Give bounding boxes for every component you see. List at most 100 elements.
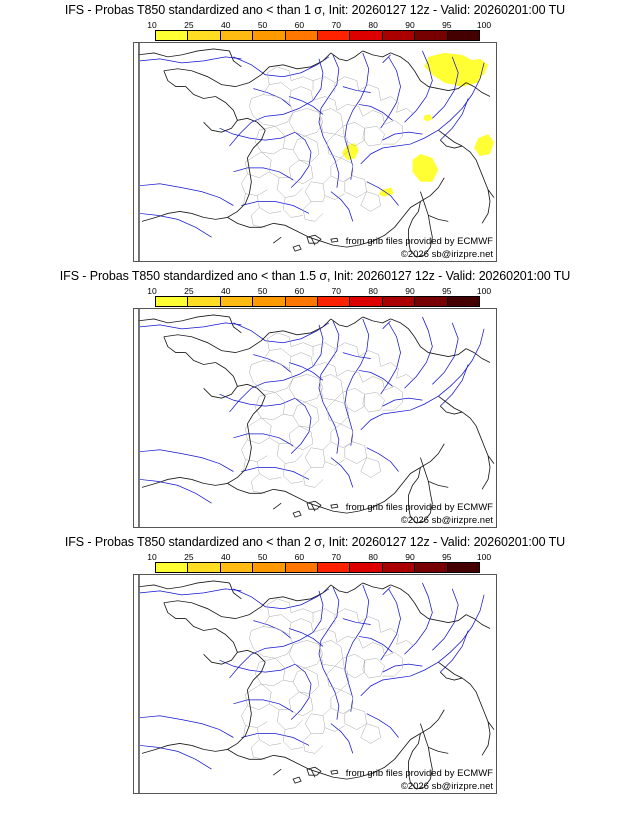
colorbar-segment [415, 31, 448, 40]
colorbar-ticks: 10 25 40 50 60 70 80 90 95 100 [147, 20, 491, 31]
colorbar-tick: 25 [184, 20, 194, 30]
colorbar-segment [285, 563, 319, 572]
islands-layer [292, 234, 339, 252]
colorbar-segment [382, 563, 416, 572]
colorbar-tick: 95 [442, 552, 452, 562]
coastline-and-country-borders-layer [137, 314, 495, 524]
colorbar-tick: 40 [220, 286, 231, 296]
colorbar-tick: 100 [476, 552, 492, 562]
map-svg [137, 309, 495, 527]
colorbar-tick: 70 [331, 20, 341, 30]
colorbar-segment [285, 297, 319, 306]
colorbar-segment [415, 297, 448, 306]
map-canvas[interactable]: from grib files provided by ECMWF ©2026 … [133, 42, 497, 262]
map-source-credit: from grib files provided by ECMWF [345, 768, 493, 779]
colorbar-segment [447, 31, 480, 40]
colorbar-segment [285, 31, 319, 40]
panel-title-row: IFS - Probas T850 standardized ano < tha… [0, 532, 630, 552]
colorbar-ticks: 10 25 40 50 60 70 80 90 95 100 [147, 286, 491, 297]
colorbar-gradient [155, 30, 480, 41]
colorbar-segment [188, 297, 221, 306]
colorbar-segment [220, 297, 254, 306]
colorbar-tick: 90 [405, 286, 415, 296]
map-source-credit: from grib files provided by ECMWF [345, 502, 493, 513]
colorbar-gradient [155, 296, 480, 307]
colorbar-tick: 95 [442, 286, 452, 296]
coastline-and-country-borders-layer [137, 48, 495, 258]
islands-layer [292, 500, 339, 518]
colorbar-segment [447, 297, 480, 306]
colorbar-segment [382, 31, 416, 40]
colorbar-segment [156, 297, 189, 306]
map-copyright: ©2026 sb@irizpre.net [400, 249, 493, 260]
rivers-layer [139, 582, 485, 770]
colorbar-gradient [155, 562, 480, 573]
departement-borders-layer [241, 332, 415, 494]
rivers-layer [139, 50, 485, 238]
colorbar-tick: 90 [405, 552, 415, 562]
forecast-panel-2-sigma: IFS - Probas T850 standardized ano < tha… [0, 532, 630, 794]
colorbar-segment [447, 563, 480, 572]
forecast-panel-1p5-sigma: IFS - Probas T850 standardized ano < tha… [0, 266, 630, 528]
colorbar-tick: 70 [331, 286, 341, 296]
colorbar-segment [253, 31, 286, 40]
colorbar-tick: 100 [476, 20, 492, 30]
colorbar-tick: 80 [368, 286, 378, 296]
colorbar-segment [220, 31, 254, 40]
colorbar-tick: 100 [476, 286, 492, 296]
colorbar-segment [188, 563, 221, 572]
colorbar-segment [318, 563, 351, 572]
colorbar-tick: 50 [257, 552, 268, 562]
colorbar-tick: 10 [147, 286, 157, 296]
coastline-and-country-borders-layer [137, 580, 495, 790]
page-title: IFS - Probas T850 standardized ano < tha… [59, 269, 571, 283]
colorbar-tick: 80 [368, 20, 378, 30]
colorbar-tick: 25 [184, 552, 194, 562]
map-copyright: ©2026 sb@irizpre.net [400, 515, 493, 526]
panel-title-row: IFS - Probas T850 standardized ano < tha… [0, 266, 630, 286]
colorbar: 10 25 40 50 60 70 80 90 95 100 [0, 20, 630, 42]
colorbar-tick: 25 [184, 286, 194, 296]
colorbar: 10 25 40 50 60 70 80 90 95 100 [0, 552, 630, 574]
rivers-layer [139, 316, 485, 504]
colorbar-segment [318, 297, 351, 306]
colorbar-tick: 95 [442, 20, 452, 30]
colorbar-segment [350, 297, 383, 306]
colorbar-segment [220, 563, 254, 572]
map-copyright: ©2026 sb@irizpre.net [400, 781, 493, 792]
colorbar-tick: 80 [368, 552, 378, 562]
panel-title-row: IFS - Probas T850 standardized ano < tha… [0, 0, 630, 20]
departement-borders-layer [241, 66, 415, 228]
colorbar-segment [350, 563, 383, 572]
colorbar-tick: 60 [294, 286, 305, 296]
colorbar-ticks: 10 25 40 50 60 70 80 90 95 100 [147, 552, 491, 563]
colorbar-tick: 40 [220, 20, 231, 30]
forecast-panel-1-sigma: IFS - Probas T850 standardized ano < tha… [0, 0, 630, 262]
colorbar-segment [156, 31, 189, 40]
islands-layer [292, 766, 339, 784]
anomaly-shading-layer [341, 52, 495, 197]
colorbar-tick: 10 [147, 20, 157, 30]
colorbar: 10 25 40 50 60 70 80 90 95 100 [0, 286, 630, 308]
colorbar-tick: 60 [294, 20, 305, 30]
colorbar-segment [382, 297, 416, 306]
map-svg [137, 43, 495, 261]
map-canvas[interactable]: from grib files provided by ECMWF ©2026 … [133, 308, 497, 528]
page-title: IFS - Probas T850 standardized ano < tha… [64, 535, 566, 549]
colorbar-segment [253, 297, 286, 306]
colorbar-segment [156, 563, 189, 572]
map-source-credit: from grib files provided by ECMWF [345, 236, 493, 247]
colorbar-tick: 70 [331, 552, 341, 562]
map-svg [137, 575, 495, 793]
colorbar-segment [253, 563, 286, 572]
colorbar-segment [318, 31, 351, 40]
colorbar-tick: 50 [257, 286, 268, 296]
page-title: IFS - Probas T850 standardized ano < tha… [64, 3, 566, 17]
colorbar-segment [415, 563, 448, 572]
colorbar-tick: 10 [147, 552, 157, 562]
departement-borders-layer [241, 598, 415, 760]
colorbar-tick: 90 [405, 20, 415, 30]
colorbar-segment [350, 31, 383, 40]
map-canvas[interactable]: from grib files provided by ECMWF ©2026 … [133, 574, 497, 794]
colorbar-segment [188, 31, 221, 40]
